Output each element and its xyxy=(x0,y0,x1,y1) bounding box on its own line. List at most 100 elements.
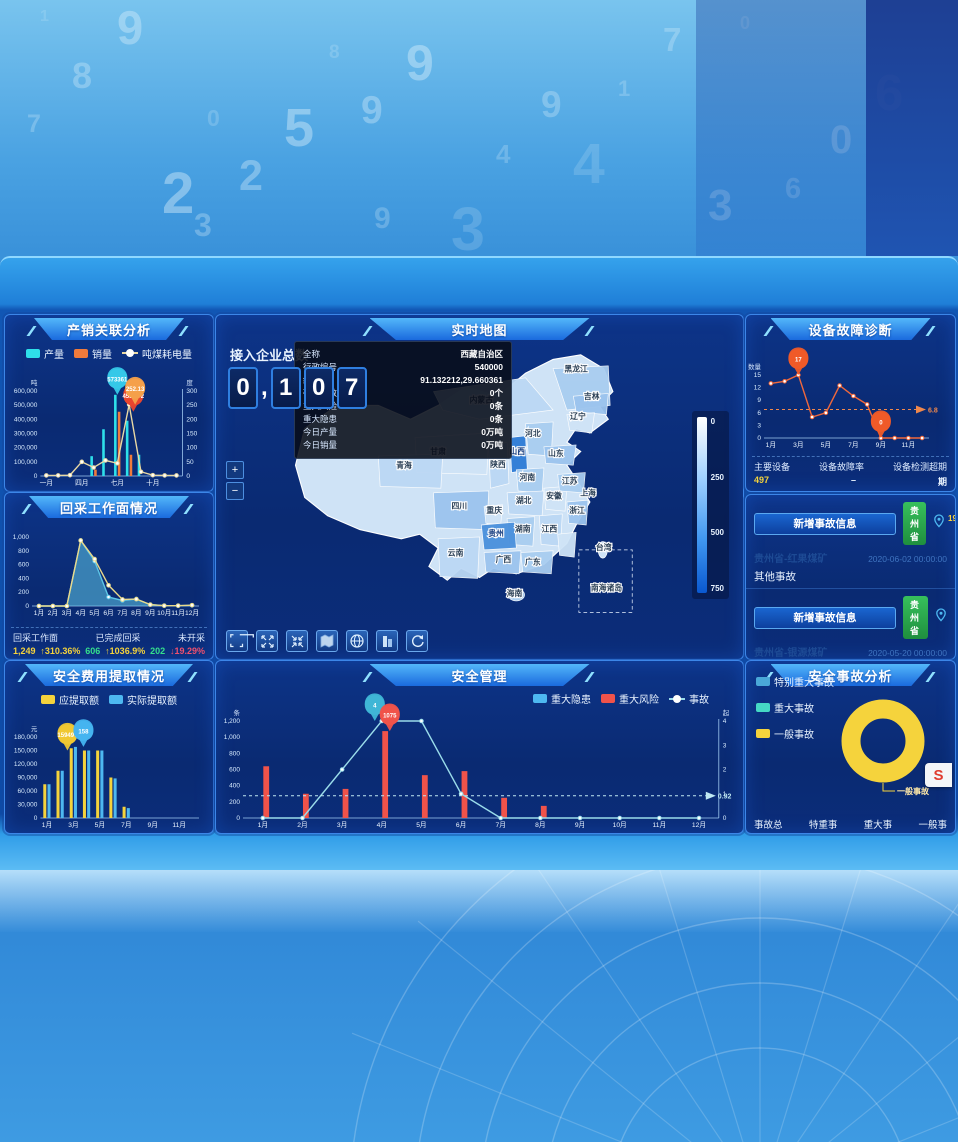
svg-text:4月: 4月 xyxy=(75,609,85,617)
province-shape[interactable] xyxy=(566,412,595,434)
svg-text:0.92: 0.92 xyxy=(718,794,732,801)
svg-text:600: 600 xyxy=(229,767,240,774)
legend-item[interactable]: 应提取额 xyxy=(41,692,99,707)
province-shape[interactable] xyxy=(483,550,522,575)
province-shape[interactable] xyxy=(572,393,609,415)
province-shape[interactable] xyxy=(557,532,577,558)
province-label: 河南 xyxy=(520,472,536,482)
tooltip-label: 今日销量 xyxy=(303,440,338,450)
province-shape[interactable] xyxy=(566,499,589,526)
svg-text:6.8: 6.8 xyxy=(928,407,938,414)
svg-text:3月: 3月 xyxy=(62,609,72,617)
province-label: 江西 xyxy=(542,523,558,533)
title-decor-left xyxy=(17,672,37,682)
svg-text:7月: 7月 xyxy=(496,821,506,829)
digit-comma: , xyxy=(261,374,268,401)
legend-item[interactable]: 产量 xyxy=(26,346,64,361)
equipment-stats: 主要设备 设备故障率 设备检测超期 497 – 期 xyxy=(752,456,949,489)
title-decor-right xyxy=(178,326,198,336)
new-accident-button[interactable]: 新增事故信息 xyxy=(754,512,896,535)
svg-text:11月: 11月 xyxy=(653,821,667,829)
zoom-in-button[interactable]: + xyxy=(226,461,244,479)
stat-label: 未开采 xyxy=(177,633,205,643)
province-shape[interactable] xyxy=(520,550,554,575)
svg-text:5月: 5月 xyxy=(416,821,426,829)
legend-label: 实际提取额 xyxy=(127,695,177,707)
background-digit: 3 xyxy=(708,181,733,230)
legend-item[interactable]: 重大事故 xyxy=(756,700,814,715)
svg-text:0: 0 xyxy=(186,473,190,480)
title-decor-right xyxy=(924,672,945,682)
svg-text:120,000: 120,000 xyxy=(14,761,38,768)
background-digit: 9 xyxy=(117,1,144,54)
background-digit: 9 xyxy=(374,202,391,235)
map-icon[interactable] xyxy=(316,630,338,652)
collapse-icon[interactable] xyxy=(286,630,308,652)
legend-item[interactable]: 销量 xyxy=(74,346,112,361)
legend-item[interactable]: 吨煤耗电量 xyxy=(122,346,192,361)
mine-name: 贵州省-红果煤矿 xyxy=(754,554,828,565)
province-shape[interactable] xyxy=(480,521,517,551)
globe-grid xyxy=(351,758,958,1142)
province-shape[interactable] xyxy=(543,444,577,466)
accident-donut-chart: 一般事故 xyxy=(841,699,930,796)
tooltip-value: 0个 xyxy=(489,388,503,398)
refresh-icon[interactable] xyxy=(406,630,428,652)
legend-item[interactable]: 重大风险 xyxy=(601,691,659,706)
svg-text:6: 6 xyxy=(757,410,761,417)
svg-text:6月: 6月 xyxy=(456,821,466,829)
svg-text:一月: 一月 xyxy=(40,479,53,487)
panel-realtime-map: 实时地图 接入企业总数 0,107 全称西藏自治区行政编号540000经纬度91… xyxy=(215,314,744,660)
svg-text:元: 元 xyxy=(31,725,38,733)
legend-item[interactable]: 特别重大事故 xyxy=(756,674,834,689)
legend-item[interactable]: 一般事故 xyxy=(756,726,814,741)
svg-text:9: 9 xyxy=(757,397,761,404)
svg-text:数量: 数量 xyxy=(748,362,762,371)
marker-balloon: 1075 xyxy=(379,703,400,732)
legend-swatch xyxy=(74,348,88,358)
stat-label: 设备检测超期 xyxy=(892,462,947,472)
background-digit: 2 xyxy=(239,152,263,200)
zoom-out-button[interactable]: − xyxy=(226,482,244,500)
province-shape[interactable] xyxy=(437,536,480,579)
select-area-icon[interactable] xyxy=(226,630,254,652)
panel-title: 安全事故分析 xyxy=(770,664,931,686)
svg-text:一般事故: 一般事故 xyxy=(897,786,930,796)
floating-widget[interactable]: S xyxy=(925,763,952,787)
building-icon[interactable] xyxy=(376,630,398,652)
digit-box: 0 xyxy=(303,367,334,409)
svg-text:5月: 5月 xyxy=(821,441,831,449)
svg-text:7月: 7月 xyxy=(848,441,858,449)
mine-name: 贵州省-银源煤矿 xyxy=(754,648,828,659)
stat-value: 1,249 xyxy=(13,646,36,656)
province-shape-hainan[interactable] xyxy=(507,588,525,602)
tooltip-row: 重大隐患 0条 xyxy=(303,413,503,426)
expand-icon[interactable] xyxy=(256,630,278,652)
svg-text:9月: 9月 xyxy=(876,441,886,449)
legend-label: 吨煤耗电量 xyxy=(142,349,192,361)
legend-swatch xyxy=(109,694,123,704)
tooltip-value: 0万吨 xyxy=(481,427,503,437)
svg-text:3月: 3月 xyxy=(793,441,803,449)
tooltip-label: 今日产量 xyxy=(303,427,338,437)
stats-labels: 回采工作面 已完成回采 未开采 xyxy=(11,630,207,645)
globe-icon[interactable] xyxy=(346,630,368,652)
marker-balloon: 0 xyxy=(870,410,891,438)
tooltip-value: 0条 xyxy=(489,401,503,411)
svg-text:0: 0 xyxy=(34,815,38,822)
province-shape[interactable] xyxy=(557,472,586,494)
svg-text:0: 0 xyxy=(879,421,883,427)
background-digit: 0 xyxy=(830,118,853,162)
panel-header: 安全费用提取情况 xyxy=(5,664,213,691)
new-accident-button[interactable]: 新增事故信息 xyxy=(754,606,896,629)
legend-item[interactable]: 事故 xyxy=(669,691,709,706)
province-shape[interactable] xyxy=(377,453,444,489)
tooltip-label: 全称 xyxy=(303,349,321,359)
legend-item[interactable]: 实际提取额 xyxy=(109,692,177,707)
legend-label: 应提取额 xyxy=(59,695,99,707)
background-digit: 4 xyxy=(496,139,511,169)
tooltip-value: 西藏自治区 xyxy=(460,349,503,359)
legend-item[interactable]: 重大隐患 xyxy=(533,691,591,706)
